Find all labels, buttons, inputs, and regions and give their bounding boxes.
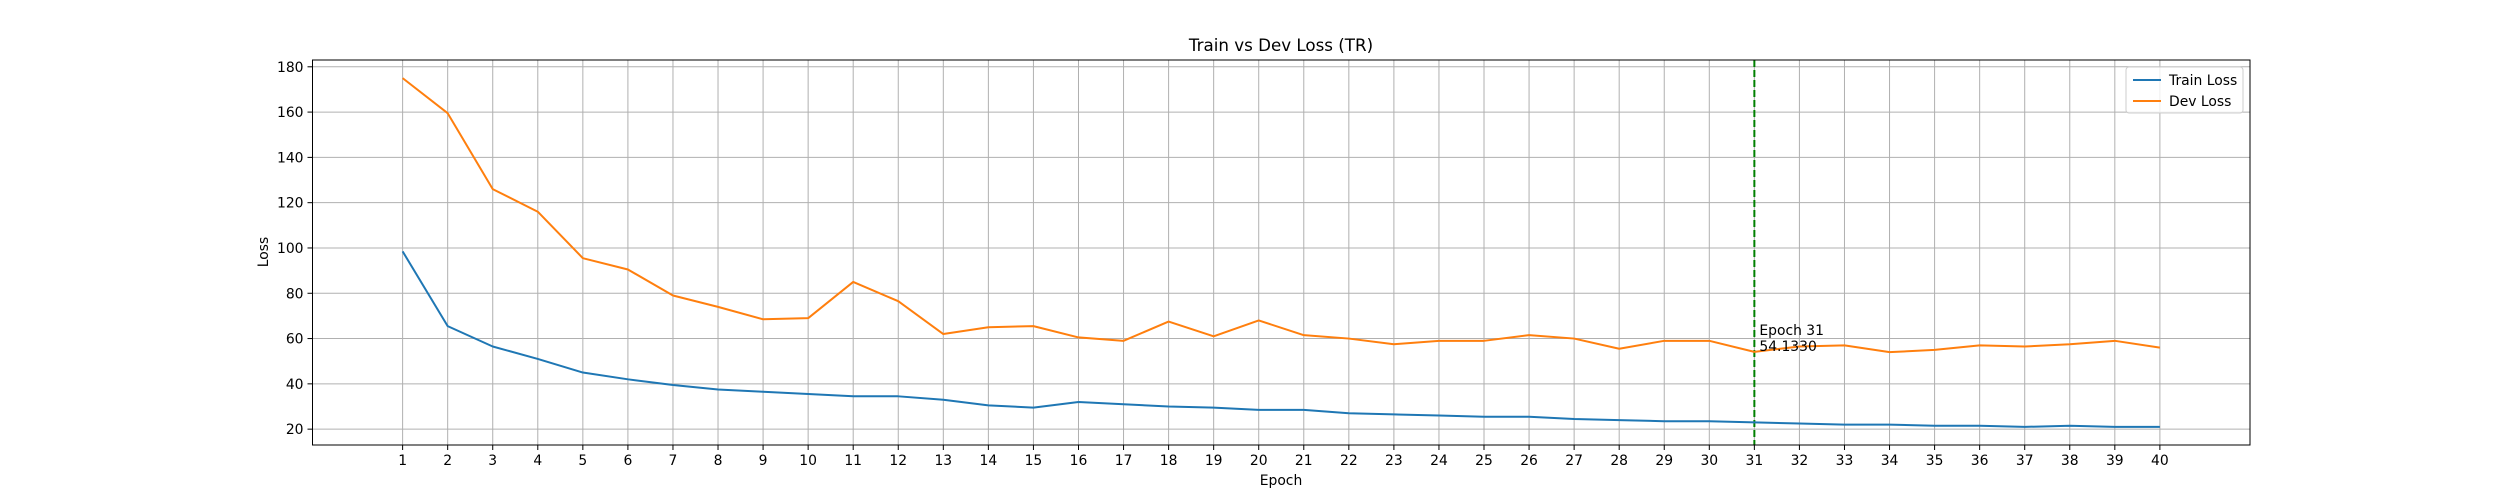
x-tick-label: 37	[2016, 453, 2034, 469]
axes-frame	[312, 59, 2251, 446]
x-tick-label: 24	[1430, 453, 1448, 469]
y-tick-label: 40	[286, 377, 304, 393]
legend: Train Loss Dev Loss	[2125, 66, 2244, 114]
x-axis: 1 2 3 4 5 6 7 8 9 10 11 12 13 14 15 16 17 18 19 20 21 22 23 24 2…	[398, 445, 2169, 469]
x-tick-label: 29	[1655, 453, 1673, 469]
x-tick-label: 19	[1205, 453, 1223, 469]
x-tick-label: 9	[759, 453, 768, 469]
x-tick-label: 1	[398, 453, 407, 469]
x-tick-label: 36	[1971, 453, 1989, 469]
x-tick-label: 4	[533, 453, 542, 469]
x-tick-label: 28	[1610, 453, 1628, 469]
x-tick-label: 18	[1160, 453, 1178, 469]
x-tick-label: 31	[1746, 453, 1764, 469]
x-tick-label: 2	[443, 453, 452, 469]
x-tick-label: 26	[1520, 453, 1538, 469]
x-axis-label: Epoch	[1260, 473, 1303, 489]
x-tick-label: 5	[578, 453, 587, 469]
x-tick-label: 13	[934, 453, 952, 469]
y-tick-label: 80	[286, 286, 304, 302]
y-tick-label: 100	[277, 241, 304, 257]
x-tick-label: 30	[1700, 453, 1718, 469]
legend-label: Train Loss	[2168, 73, 2237, 89]
y-tick-label: 120	[277, 196, 304, 212]
x-tick-label: 8	[714, 453, 723, 469]
y-tick-label: 180	[277, 60, 304, 76]
y-tick-label: 20	[286, 422, 304, 438]
x-tick-label: 32	[1791, 453, 1809, 469]
x-tick-label: 27	[1565, 453, 1583, 469]
x-tick-label: 38	[2061, 453, 2079, 469]
x-tick-label: 22	[1340, 453, 1358, 469]
x-tick-label: 6	[623, 453, 632, 469]
x-tick-label: 35	[1926, 453, 1944, 469]
x-tick-label: 34	[1881, 453, 1899, 469]
x-tick-label: 21	[1295, 453, 1313, 469]
series-line-train-loss	[401, 250, 2160, 428]
legend-label: Dev Loss	[2169, 94, 2231, 110]
x-tick-label: 10	[799, 453, 817, 469]
x-tick-label: 11	[844, 453, 862, 469]
grid	[312, 60, 2250, 445]
x-tick-label: 39	[2106, 453, 2124, 469]
x-tick-label: 40	[2151, 453, 2169, 469]
series-line-dev-loss	[402, 77, 2161, 354]
x-tick-label: 20	[1250, 453, 1268, 469]
x-tick-label: 7	[669, 453, 678, 469]
y-tick-label: 160	[277, 105, 304, 121]
x-tick-label: 12	[889, 453, 907, 469]
y-axis-label: Loss	[256, 237, 272, 267]
chart-title: Train vs Dev Loss (TR)	[1188, 35, 1373, 55]
x-tick-label: 17	[1115, 453, 1133, 469]
series-lines	[401, 77, 2161, 428]
x-tick-label: 33	[1836, 453, 1854, 469]
x-tick-label: 25	[1475, 453, 1493, 469]
y-tick-label: 140	[277, 150, 304, 166]
x-tick-label: 23	[1385, 453, 1403, 469]
y-axis: 20 40 60 80 100 120 140 160 180	[277, 60, 313, 438]
best-epoch-label: Epoch 31	[1759, 323, 1824, 339]
x-tick-label: 14	[980, 453, 998, 469]
best-epoch-annotation: Epoch 31 54.1330	[1759, 323, 1824, 355]
best-epoch-value: 54.1330	[1759, 339, 1816, 355]
x-tick-label: 3	[488, 453, 497, 469]
x-tick-label: 15	[1025, 453, 1043, 469]
x-tick-label: 16	[1070, 453, 1088, 469]
y-tick-label: 60	[286, 332, 304, 348]
